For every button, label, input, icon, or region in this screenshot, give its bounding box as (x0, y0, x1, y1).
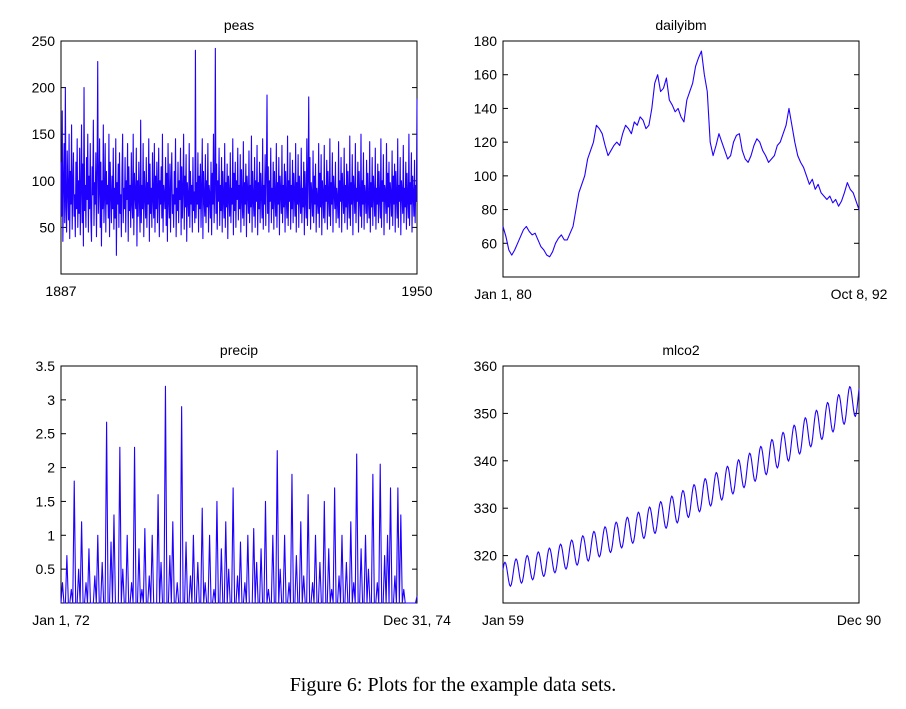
y-tick-label: 100 (32, 173, 56, 189)
chart-title: peas (224, 17, 254, 33)
x-tick-label-end: Oct 8, 92 (831, 286, 888, 302)
y-tick-label: 140 (474, 100, 498, 116)
x-tick-label-end: Dec 90 (837, 612, 882, 628)
y-tick-label: 1.5 (36, 493, 56, 509)
plot-frame (502, 365, 860, 604)
y-tick-label: 150 (32, 126, 56, 142)
chart-title: mlco2 (662, 342, 700, 358)
figure-caption: Figure 6: Plots for the example data set… (289, 674, 617, 696)
series-line-0 (60, 47, 418, 256)
y-tick-label: 80 (481, 202, 497, 218)
y-tick-label: 200 (32, 80, 56, 96)
series-line-0 (502, 50, 860, 258)
series-line-0 (502, 385, 860, 587)
chart-title: dailyibm (655, 17, 706, 33)
y-tick-label: 2.5 (36, 426, 56, 442)
chart-title: precip (220, 342, 258, 358)
x-tick-label-start: 1887 (45, 283, 76, 299)
y-tick-label: 3.5 (36, 358, 56, 374)
x-tick-label-end: Dec 31, 74 (383, 612, 451, 628)
chart-0: peas 50 100 150 200 250 1887 1950 (32, 17, 433, 299)
y-tick-label: 350 (474, 405, 498, 421)
y-tick-label: 50 (39, 219, 55, 235)
x-tick-label-end: 1950 (401, 283, 432, 299)
y-tick-label: 2 (47, 460, 55, 476)
y-tick-label: 1 (47, 527, 55, 543)
y-tick-label: 120 (474, 134, 498, 150)
chart-3: mlco2 320 330 340 350 360 Jan 59 Dec 90 (474, 342, 882, 628)
y-tick-label: 3 (47, 392, 55, 408)
chart-2: precip 0.5 1 1.5 2 2.5 3 3.5 Jan 1, 72 Dec 31, 74 (32, 342, 451, 628)
y-tick-label: 60 (481, 235, 497, 251)
x-tick-label-start: Jan 59 (482, 612, 524, 628)
plot-frame (502, 40, 860, 278)
y-tick-label: 0.5 (36, 561, 56, 577)
chart-1: dailyibm 60 80 100 120 140 160 180 Jan 1, 80 Oct … (474, 17, 888, 302)
y-tick-label: 100 (474, 168, 498, 184)
y-tick-label: 340 (474, 453, 498, 469)
y-tick-label: 330 (474, 500, 498, 516)
series-line-0 (60, 385, 418, 604)
y-tick-label: 160 (474, 67, 498, 83)
x-tick-label-start: Jan 1, 72 (32, 612, 90, 628)
y-tick-label: 180 (474, 33, 498, 49)
y-tick-label: 250 (32, 33, 56, 49)
x-tick-label-start: Jan 1, 80 (474, 286, 532, 302)
y-tick-label: 360 (474, 358, 498, 374)
y-tick-label: 320 (474, 548, 498, 564)
